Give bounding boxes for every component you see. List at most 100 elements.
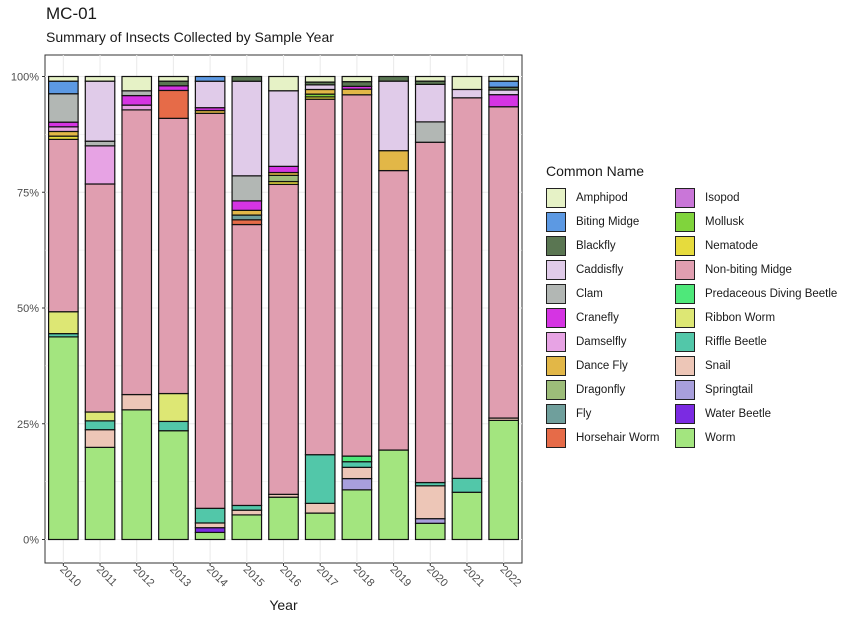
bar-segment xyxy=(341,489,373,541)
legend-item: Caddisfly xyxy=(546,258,675,282)
legend-label: Riffle Beetle xyxy=(705,336,767,348)
legend-item: Predaceous Diving Beetle xyxy=(675,282,837,306)
bar-segment xyxy=(84,80,116,142)
legend-swatch xyxy=(675,236,695,256)
legend-label: Fly xyxy=(576,408,592,420)
legend-swatch xyxy=(675,404,695,424)
legend-label: Dragonfly xyxy=(576,384,626,396)
x-tick-label: 2018 xyxy=(351,564,377,590)
bar-segment xyxy=(304,512,336,541)
legend-swatch xyxy=(546,428,566,448)
legend-label: Snail xyxy=(705,360,731,372)
bar-segment xyxy=(304,502,336,514)
legend-swatch xyxy=(546,212,566,232)
legend-label: Water Beetle xyxy=(705,408,772,420)
bar-segment xyxy=(84,411,116,422)
bar-segment xyxy=(84,429,116,448)
bar-segment xyxy=(231,219,263,226)
legend-swatch xyxy=(675,428,695,448)
legend-item: Riffle Beetle xyxy=(675,330,804,354)
bar-segment xyxy=(47,130,79,137)
legend-swatch xyxy=(546,356,566,376)
legend-item: Fly xyxy=(546,402,675,426)
y-tick-label: 100% xyxy=(11,72,39,84)
bar-segment xyxy=(268,75,299,92)
legend-swatch xyxy=(546,308,566,328)
legend-swatch xyxy=(546,260,566,280)
bar-segment xyxy=(194,527,226,534)
bar-segment xyxy=(341,94,373,457)
legend-label: Non-biting Midge xyxy=(705,264,792,276)
bar-segment xyxy=(378,449,409,541)
legend-item: Clam xyxy=(546,282,675,306)
bar-segment xyxy=(488,419,520,541)
legend-item: Blackfly xyxy=(546,234,675,258)
legend-swatch xyxy=(675,380,695,400)
bar-segment xyxy=(488,75,520,82)
bar-segment xyxy=(158,75,189,82)
legend-swatch xyxy=(675,284,695,304)
bar-segment xyxy=(451,477,483,493)
bar-segment xyxy=(194,80,226,109)
legend-item: Water Beetle xyxy=(675,402,804,426)
legend-columns: Amphipod Biting Midge Blackfly Caddisfly Cla… xyxy=(546,186,837,450)
legend-label: Blackfly xyxy=(576,240,616,252)
bar-segment xyxy=(47,336,79,541)
legend-item: Non-biting Midge xyxy=(675,258,804,282)
bar-segment xyxy=(304,75,336,83)
bar-segment xyxy=(158,89,189,119)
y-tick-label: 75% xyxy=(17,187,39,199)
bar-segment xyxy=(121,409,153,541)
bar-segment xyxy=(47,126,79,133)
y-tick-label: 50% xyxy=(17,303,39,315)
legend-label: Horsehair Worm xyxy=(576,432,660,444)
bar-segment xyxy=(121,109,153,396)
x-tick-label: 2014 xyxy=(204,564,230,590)
bar-segment xyxy=(158,392,189,423)
bar-segment xyxy=(231,514,263,541)
legend-swatch xyxy=(546,332,566,352)
bar-segment xyxy=(341,461,373,468)
bar-segment xyxy=(121,94,153,106)
x-axis-title: Year xyxy=(269,597,298,613)
legend-item: Cranefly xyxy=(546,306,675,330)
bar-segment xyxy=(451,97,483,479)
legend-label: Springtail xyxy=(705,384,753,396)
legend-swatch xyxy=(546,380,566,400)
bar-segment xyxy=(194,531,226,541)
bar-segment xyxy=(378,80,409,152)
bar-segment xyxy=(121,75,153,92)
bar-segment xyxy=(121,104,153,111)
legend-label: Isopod xyxy=(705,192,740,204)
legend-swatch xyxy=(546,284,566,304)
bar-segment xyxy=(451,88,483,99)
bar-segment xyxy=(414,121,446,143)
bar-segment xyxy=(84,75,116,82)
legend-label: Amphipod xyxy=(576,192,628,204)
bar-segment xyxy=(304,98,336,456)
legend-swatch xyxy=(675,332,695,352)
bar-segment xyxy=(378,150,409,172)
bar-segment xyxy=(84,140,116,147)
bar-segment xyxy=(451,75,483,91)
bar-segment xyxy=(231,214,263,221)
bar-segment xyxy=(268,496,299,541)
legend-item: Dragonfly xyxy=(546,378,675,402)
bar-segment xyxy=(194,112,226,509)
bar-segment xyxy=(414,141,446,484)
legend-swatch xyxy=(675,260,695,280)
bar-segment xyxy=(341,88,373,96)
x-tick-label: 2012 xyxy=(131,564,157,590)
bar-segment xyxy=(158,117,189,395)
legend-swatch xyxy=(546,404,566,424)
bar-segment xyxy=(231,504,263,511)
bar-segment xyxy=(47,80,79,95)
bar-segment xyxy=(378,169,409,451)
legend-swatch xyxy=(546,188,566,208)
legend-column-2: Isopod Mollusk Nematode Non-biting Midge Pre… xyxy=(675,186,837,450)
bar-segment xyxy=(231,209,263,216)
bar-segment xyxy=(341,477,373,491)
legend-label: Nematode xyxy=(705,240,759,252)
bar-segment xyxy=(341,455,373,463)
bar-segment xyxy=(414,83,446,123)
